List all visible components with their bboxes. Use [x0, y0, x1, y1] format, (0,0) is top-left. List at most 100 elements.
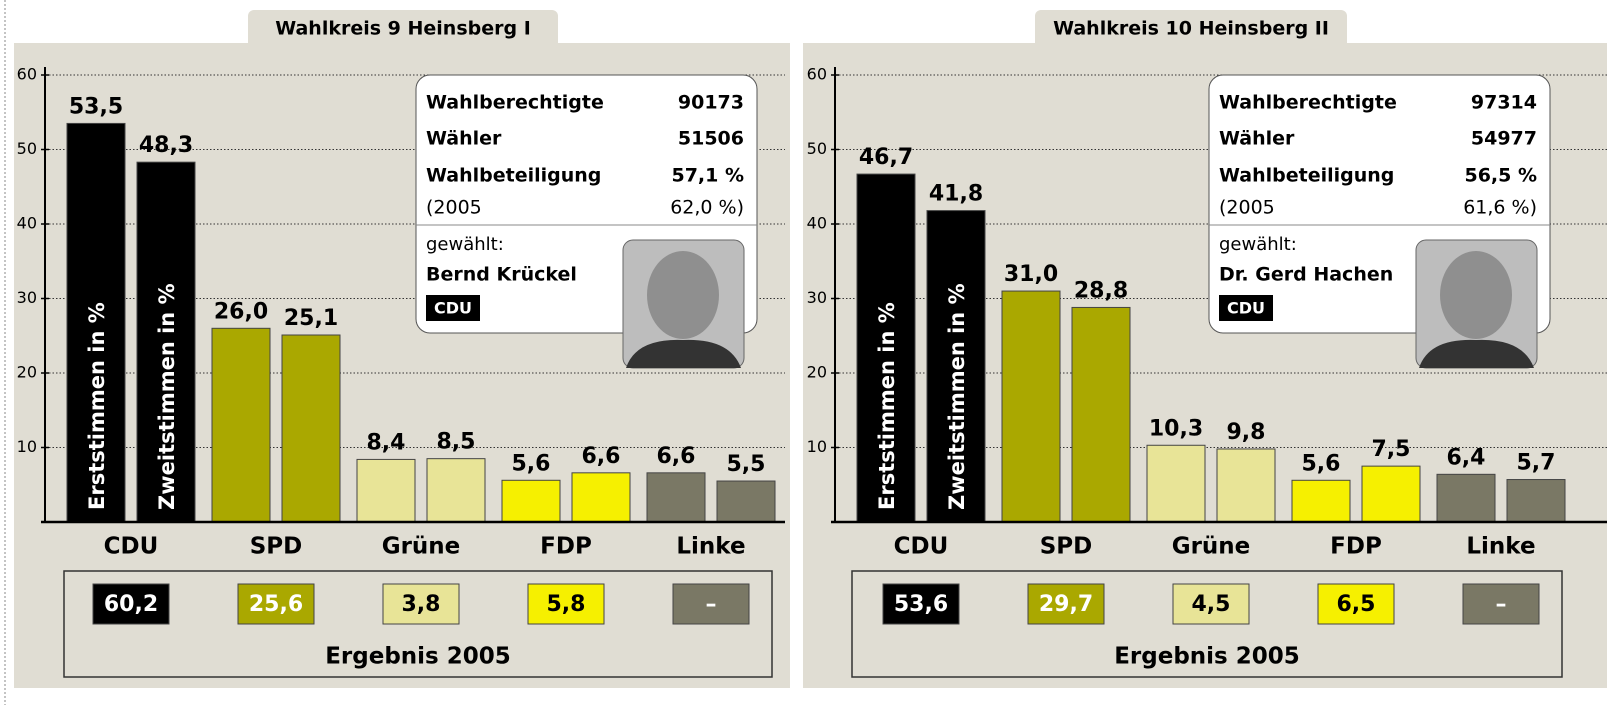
value-label: 7,5 [1372, 437, 1411, 462]
result-label: 4,5 [1192, 592, 1231, 617]
info-value: 54977 [1471, 128, 1537, 150]
elected-name: Dr. Gerd Hachen [1219, 264, 1393, 286]
bar [1292, 480, 1350, 522]
value-label: 41,8 [929, 182, 983, 207]
info-value: 56,5 % [1464, 165, 1537, 187]
bar [647, 473, 705, 522]
result-label: 5,8 [547, 592, 586, 617]
info-value: 90173 [678, 92, 744, 114]
x-tick-label: Linke [676, 534, 745, 560]
y-tick-label: 40 [17, 214, 37, 233]
bar [1437, 474, 1495, 522]
y-tick-label: 20 [17, 363, 37, 382]
x-tick-label: FDP [540, 534, 592, 560]
x-tick-label: SPD [250, 534, 303, 560]
x-tick-label: Grüne [382, 534, 461, 560]
info-value: 57,1 % [671, 165, 744, 187]
bar [212, 328, 270, 522]
party-label: CDU [434, 299, 472, 318]
result-label: – [706, 592, 717, 617]
bar [1507, 480, 1565, 522]
value-label: 25,1 [284, 306, 338, 331]
y-tick-label: 50 [17, 139, 37, 158]
result-label: 3,8 [402, 592, 441, 617]
result-label: 25,6 [249, 592, 303, 617]
value-label: 5,5 [727, 452, 766, 477]
result-label: 6,5 [1337, 592, 1376, 617]
info-key: Wahlberechtigte [426, 92, 604, 114]
photo-face [647, 251, 719, 339]
value-label: 6,6 [582, 444, 621, 469]
x-tick-label: Linke [1466, 534, 1535, 560]
bar [1147, 445, 1205, 522]
value-label: 8,4 [367, 430, 406, 455]
x-tick-label: SPD [1040, 534, 1093, 560]
bar [1362, 466, 1420, 522]
value-label: 28,8 [1074, 278, 1128, 303]
elected-label: gewählt: [1219, 234, 1297, 255]
result-label: 60,2 [104, 592, 158, 617]
series-label: Zweitstimmen in % [945, 283, 969, 510]
value-label: 48,3 [139, 133, 193, 158]
result-label: 53,6 [894, 592, 948, 617]
y-tick-label: 40 [807, 214, 827, 233]
value-label: 6,4 [1447, 445, 1486, 470]
y-tick-label: 30 [17, 288, 37, 307]
value-label: 8,5 [437, 430, 476, 455]
bar [1002, 291, 1060, 522]
y-tick-label: 60 [807, 65, 827, 84]
value-label: 26,0 [214, 299, 268, 324]
bar [502, 480, 560, 522]
info-key: Wahlbeteiligung [426, 165, 601, 187]
value-label: 9,8 [1227, 420, 1266, 445]
info-prev-value: 61,6 %) [1463, 197, 1537, 219]
info-key: Wahlberechtigte [1219, 92, 1397, 114]
series-label: Erststimmen in % [875, 302, 899, 510]
info-key: Wähler [1219, 128, 1295, 150]
value-label: 31,0 [1004, 262, 1058, 287]
y-tick-label: 60 [17, 65, 37, 84]
info-prev-key: (2005 [426, 197, 482, 219]
x-tick-label: CDU [894, 534, 949, 560]
info-key: Wahlbeteiligung [1219, 165, 1394, 187]
info-value: 51506 [678, 128, 744, 150]
results-title: Ergebnis 2005 [325, 644, 511, 670]
value-label: 5,6 [1302, 451, 1341, 476]
bar [427, 459, 485, 522]
info-prev-value: 62,0 %) [670, 197, 744, 219]
bar [357, 459, 415, 522]
bar [717, 481, 775, 522]
elected-name: Bernd Krückel [426, 264, 577, 286]
x-tick-label: CDU [104, 534, 159, 560]
bar [572, 473, 630, 522]
series-label: Erststimmen in % [85, 302, 109, 510]
panel-title: Wahlkreis 10 Heinsberg II [1053, 18, 1329, 40]
value-label: 5,6 [512, 451, 551, 476]
x-tick-label: FDP [1330, 534, 1382, 560]
x-tick-label: Grüne [1172, 534, 1251, 560]
elected-label: gewählt: [426, 234, 504, 255]
value-label: 53,5 [69, 94, 123, 119]
panel-title: Wahlkreis 9 Heinsberg I [275, 18, 531, 40]
info-value: 97314 [1471, 92, 1537, 114]
info-prev-key: (2005 [1219, 197, 1275, 219]
value-label: 10,3 [1149, 416, 1203, 441]
y-tick-label: 30 [807, 288, 827, 307]
bar [1072, 307, 1130, 522]
results-title: Ergebnis 2005 [1114, 644, 1300, 670]
party-label: CDU [1227, 299, 1265, 318]
y-tick-label: 10 [17, 437, 37, 456]
infographic: Wahlkreis 9 Heinsberg I 10 20 30 40 50 60 53,5 E… [0, 0, 1607, 705]
series-label: Zweitstimmen in % [155, 283, 179, 510]
info-key: Wähler [426, 128, 502, 150]
bar [282, 335, 340, 522]
value-label: 5,7 [1517, 451, 1556, 476]
value-label: 6,6 [657, 444, 696, 469]
bar [1217, 449, 1275, 522]
photo-face [1440, 251, 1512, 339]
value-label: 46,7 [859, 145, 913, 170]
result-label: 29,7 [1039, 592, 1093, 617]
result-label: – [1496, 592, 1507, 617]
y-tick-label: 10 [807, 437, 827, 456]
y-tick-label: 20 [807, 363, 827, 382]
